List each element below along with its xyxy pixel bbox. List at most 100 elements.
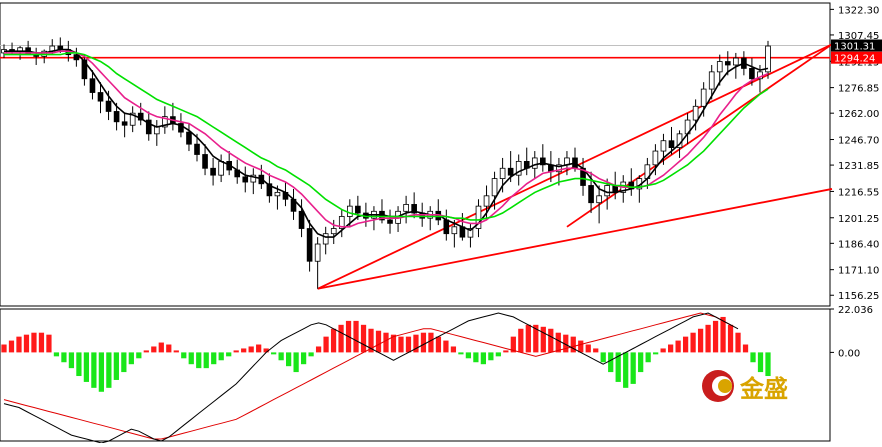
candle-body xyxy=(218,160,224,176)
candle xyxy=(411,192,417,219)
macd-histogram-bar xyxy=(211,352,217,365)
macd-histogram-bar xyxy=(473,352,479,363)
candle-body xyxy=(41,50,48,57)
macd-histogram-bar xyxy=(203,352,209,369)
candle xyxy=(113,102,120,131)
macd-axis[interactable]: 22.036 0.00 xyxy=(830,305,873,359)
candle-body xyxy=(749,68,755,80)
candle-body xyxy=(306,228,313,262)
macd-histogram-bar xyxy=(630,352,636,384)
macd-histogram-bar xyxy=(660,348,666,353)
macd-histogram-bar xyxy=(173,350,179,353)
macd-panel[interactable] xyxy=(0,308,831,444)
macd-histogram-bar xyxy=(578,340,584,353)
candle-body xyxy=(467,228,474,238)
candle xyxy=(97,82,104,114)
candle xyxy=(298,199,305,238)
price-tick-label: 1322.30 xyxy=(838,5,879,16)
macd-histogram-bar xyxy=(675,340,681,353)
candle xyxy=(202,144,208,176)
candle xyxy=(73,47,80,67)
candle-body xyxy=(387,219,393,224)
price-axis[interactable]: 1322.301307.451292.151276.851262.001246.… xyxy=(830,5,882,302)
candle-body xyxy=(314,243,321,262)
candle-body xyxy=(266,183,273,197)
price-tick-label: 1307.45 xyxy=(838,31,879,42)
candle xyxy=(250,168,257,195)
candle-body xyxy=(250,174,257,183)
macd-histogram-bar xyxy=(128,352,134,365)
candle xyxy=(242,166,249,193)
candle xyxy=(475,199,482,238)
macd-histogram-bar xyxy=(308,352,314,357)
macd-histogram-bar xyxy=(405,336,412,353)
candle-body xyxy=(451,226,458,235)
macd-histogram-bar xyxy=(503,350,509,353)
price-panel-frame xyxy=(0,2,831,307)
macd-histogram-bar xyxy=(712,320,719,353)
candle xyxy=(403,195,409,224)
candle xyxy=(668,126,675,155)
candle-body xyxy=(588,185,594,204)
macd-histogram-bar xyxy=(465,352,472,359)
macd-histogram-bar xyxy=(368,328,374,353)
macd-histogram-bar xyxy=(151,346,157,353)
macd-histogram-bar xyxy=(585,344,591,353)
macd-histogram-bar xyxy=(98,352,104,392)
macd-histogram-bar xyxy=(91,352,97,388)
trendline-3 xyxy=(566,43,833,228)
macd-histogram-bar xyxy=(383,332,389,353)
macd-histogram-bar xyxy=(83,352,90,382)
macd-histogram-bar xyxy=(727,324,734,353)
candle xyxy=(491,171,498,210)
candle-body xyxy=(660,140,667,152)
macd-histogram-bar xyxy=(488,352,494,361)
candle xyxy=(89,70,96,100)
macd-histogram-bar xyxy=(398,336,404,353)
macd-histogram-bar xyxy=(757,352,764,373)
trendline-1 xyxy=(317,188,833,290)
candle-body xyxy=(129,112,136,126)
candle-body xyxy=(338,216,345,229)
macd-histogram-bar xyxy=(23,334,30,353)
candle xyxy=(306,219,313,272)
moving-average-1 xyxy=(4,48,769,238)
candle-body xyxy=(540,157,546,166)
macd-histogram-bar xyxy=(638,352,644,373)
macd-histogram-bar xyxy=(53,352,60,357)
macd-histogram-bar xyxy=(248,346,254,353)
macd-histogram-bar xyxy=(428,332,434,353)
candle xyxy=(765,40,771,79)
macd-histogram-bar xyxy=(241,348,247,353)
macd-histogram-bar xyxy=(413,334,419,353)
macd-histogram-bar xyxy=(735,332,741,353)
candle xyxy=(387,209,393,234)
resistance-price-tag xyxy=(831,51,882,64)
price-tick-label: 1201.25 xyxy=(838,214,879,225)
candle xyxy=(515,154,522,186)
macd-histogram-bar xyxy=(226,352,232,357)
candle-body xyxy=(210,167,216,176)
candle xyxy=(652,144,659,176)
macd-histogram-bar xyxy=(390,334,397,353)
macd-histogram-bar xyxy=(750,352,756,363)
macd-histogram-bar xyxy=(555,332,561,353)
price-tick-label: 1262.00 xyxy=(838,109,879,120)
price-panel[interactable] xyxy=(0,2,833,307)
candle-body xyxy=(145,119,152,135)
moving-average-3 xyxy=(4,52,769,221)
macd-histogram-bar xyxy=(315,346,322,353)
current-price-tag xyxy=(831,39,882,52)
candle-body xyxy=(274,191,281,197)
macd-histogram-bar xyxy=(166,344,172,353)
macd-histogram-bar xyxy=(46,334,52,353)
candle xyxy=(338,209,345,238)
candle xyxy=(121,113,128,138)
macd-histogram-bar xyxy=(450,346,457,353)
macd-histogram-bar xyxy=(458,352,464,355)
macd-histogram-bar xyxy=(593,348,599,353)
candle-body xyxy=(507,167,514,176)
macd-histogram-bar xyxy=(263,348,269,353)
